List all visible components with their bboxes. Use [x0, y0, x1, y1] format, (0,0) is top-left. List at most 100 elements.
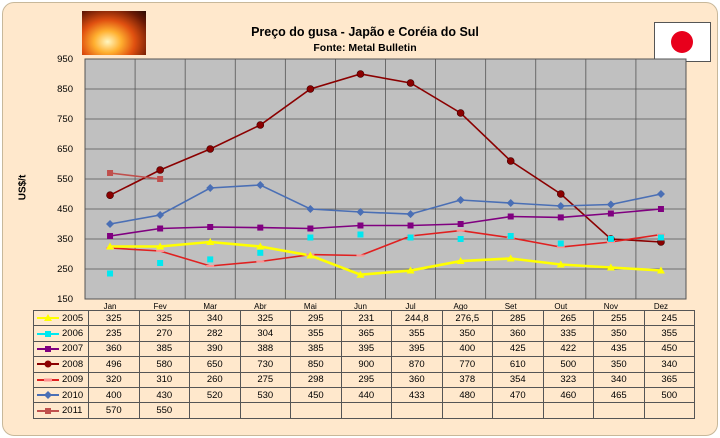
table-cell: 900 — [340, 356, 392, 373]
legend-label: 2008 — [62, 358, 84, 370]
table-cell — [391, 402, 443, 419]
point-2005 — [206, 238, 215, 245]
point-2006 — [157, 260, 164, 266]
table-row: 2005 325 325 340 325 295 231 244,8 276,5 285 265 25… — [33, 309, 695, 327]
point-2005 — [156, 242, 165, 250]
point-2008 — [406, 79, 415, 87]
table-cell: 610 — [492, 356, 544, 373]
table-cell — [492, 402, 544, 419]
legend-cell: 2006 — [33, 325, 89, 342]
point-2010 — [356, 208, 365, 216]
table-cell: 355 — [643, 325, 695, 342]
point-2006 — [557, 240, 564, 247]
y-tick-label: 450 — [57, 204, 73, 215]
point-2007 — [107, 233, 114, 239]
legend-swatch — [37, 360, 59, 368]
table-cell: 465 — [593, 386, 645, 404]
point-2010 — [106, 220, 115, 228]
point-2005 — [656, 266, 665, 274]
table-cell: 520 — [189, 386, 241, 404]
point-2006 — [357, 231, 364, 238]
x-tick-label: Set — [505, 302, 518, 311]
table-row: 2006 235 270 282 304 355 365 355 350 360 335 350 355 — [33, 325, 695, 342]
point-2006 — [307, 234, 314, 241]
point-2005 — [356, 270, 365, 278]
x-tick-label: Mar — [203, 302, 217, 311]
point-2007 — [157, 225, 164, 232]
point-2007 — [557, 214, 564, 221]
series-line-2009 — [109, 229, 662, 267]
x-tick-label: Fev — [153, 302, 166, 311]
legend-marker — [45, 407, 51, 414]
table-cell: 255 — [593, 309, 645, 327]
legend-marker — [44, 360, 52, 368]
point-2010 — [156, 211, 165, 219]
series-line-2008 — [109, 73, 662, 243]
x-tick-label: Out — [554, 302, 568, 311]
table-cell: 340 — [643, 356, 695, 373]
table-cell: 770 — [441, 356, 493, 373]
table-cell: 350 — [441, 325, 493, 342]
table-cell: 340 — [189, 309, 241, 327]
x-tick-label: Jun — [354, 302, 367, 311]
molten-iron-image — [82, 11, 146, 55]
legend-label: 2009 — [62, 374, 84, 386]
table-cell: 870 — [391, 356, 443, 373]
point-2010 — [556, 202, 565, 210]
table-cell: 496 — [88, 356, 140, 373]
x-tick-label: Jul — [405, 302, 415, 311]
x-tick-label: Jan — [104, 302, 117, 311]
legend-cell: 2007 — [33, 340, 89, 358]
table-cell: 365 — [340, 325, 392, 342]
legend-swatch — [37, 330, 59, 337]
table-cell: 360 — [88, 340, 140, 358]
legend-cell: 2010 — [33, 386, 89, 404]
y-tick-label: 250 — [57, 264, 73, 275]
point-2005 — [306, 251, 315, 259]
table-cell: 850 — [290, 356, 342, 373]
table-cell: 320 — [88, 371, 140, 388]
legend-label: 2006 — [62, 328, 84, 340]
point-2010 — [306, 205, 315, 213]
legend-marker — [44, 391, 52, 400]
point-2008 — [356, 70, 365, 78]
table-cell: 260 — [189, 371, 241, 388]
point-2010 — [206, 184, 215, 192]
series-line-2007 — [109, 208, 662, 237]
legend-marker — [45, 345, 51, 352]
table-cell: 500 — [542, 356, 594, 373]
x-tick-label: Ago — [454, 302, 469, 311]
table-cell: 450 — [643, 340, 695, 358]
table-row: 2010 400 430 520 530 450 440 433 480 470 460 465 500 — [33, 386, 695, 404]
point-2005 — [456, 257, 465, 265]
point-2005 — [556, 260, 565, 268]
table-cell — [290, 402, 342, 419]
point-2008 — [156, 166, 164, 174]
table-cell: 360 — [492, 325, 544, 342]
table-cell: 323 — [542, 371, 594, 388]
table-cell: 385 — [290, 340, 342, 358]
legend-swatch — [37, 391, 59, 400]
table-cell: 354 — [492, 371, 544, 388]
y-tick-label: 850 — [57, 84, 73, 95]
series-line-2011 — [109, 172, 161, 180]
table-cell: 425 — [492, 340, 544, 358]
point-2007 — [457, 221, 464, 227]
point-2006 — [657, 234, 664, 241]
table-cell: 335 — [542, 325, 594, 342]
table-cell: 390 — [189, 340, 241, 358]
table-cell: 422 — [542, 340, 594, 358]
table-cell: 378 — [441, 371, 493, 388]
table-cell: 355 — [290, 325, 342, 342]
table-cell: 282 — [189, 325, 241, 342]
table-cell: 388 — [239, 340, 291, 358]
legend-cell: 2005 — [33, 309, 89, 327]
table-cell: 580 — [138, 356, 190, 373]
legend-marker — [45, 330, 51, 337]
table-cell: 440 — [340, 386, 392, 404]
series-line-2005 — [110, 240, 662, 277]
legend-swatch — [37, 345, 59, 352]
table-cell: 310 — [138, 371, 190, 388]
x-tick-label: Dez — [654, 302, 668, 311]
